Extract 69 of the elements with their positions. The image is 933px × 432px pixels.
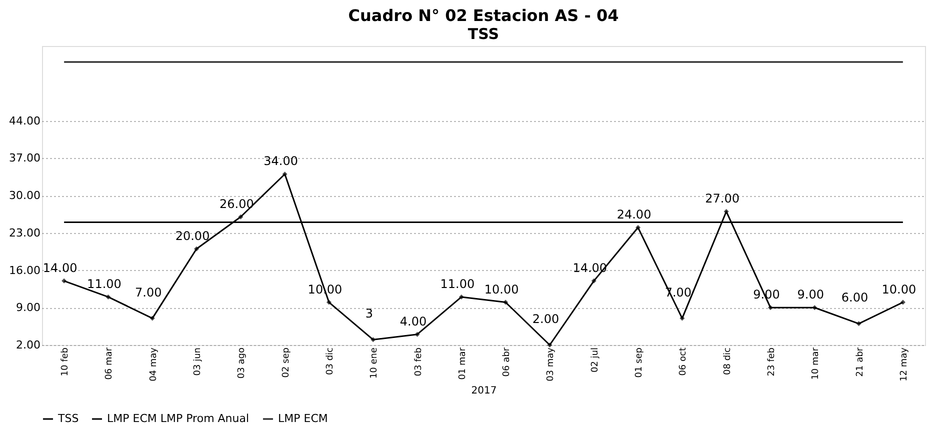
- point: [458, 294, 464, 300]
- chart-title: Cuadro N° 02 Estacion AS - 04: [348, 6, 619, 25]
- point: [856, 321, 862, 326]
- x-tick-label: 10 ene: [370, 347, 380, 379]
- y-tick-label: 2.00: [16, 338, 40, 352]
- data-label: 10.00: [882, 282, 916, 296]
- y-tick-label: 23.00: [9, 226, 40, 240]
- data-label: 34.00: [264, 154, 298, 168]
- x-tick-label: 21 abr: [855, 347, 866, 377]
- data-label: 26.00: [219, 196, 254, 211]
- chart-subtitle: TSS: [468, 25, 500, 43]
- point: [370, 337, 376, 342]
- data-label: 7.00: [135, 285, 162, 300]
- data-label: 6.00: [841, 290, 868, 305]
- x-tick-label: 02 jul: [590, 348, 600, 373]
- data-label: 24.00: [616, 208, 652, 222]
- x-tick-label: 02 sep: [281, 347, 292, 378]
- x-tick-label: 10 feb: [60, 347, 71, 376]
- x-tick-label: 06 oct: [678, 347, 689, 376]
- y-tick-label: 44.00: [9, 114, 40, 128]
- point: [62, 278, 67, 284]
- x-tick-label: 06 abr: [502, 347, 512, 377]
- point: [768, 305, 773, 310]
- data-label: 27.00: [705, 192, 740, 206]
- x-tick-label: 03 feb: [414, 347, 424, 376]
- x-tick-label: 04 may: [148, 346, 159, 382]
- point: [194, 246, 200, 252]
- x-tick-label: 03 ago: [237, 347, 248, 379]
- x-axis-title: 2017: [471, 385, 497, 396]
- x-tick-label: 10 mar: [811, 347, 822, 380]
- data-label: 9.00: [797, 288, 824, 302]
- point: [724, 209, 729, 214]
- x-tick-label: 06 mar: [104, 347, 115, 380]
- legend-label: TSS: [57, 412, 79, 425]
- point: [414, 332, 420, 337]
- x-tick-label: 03 may: [546, 346, 556, 382]
- data-label: 20.00: [175, 228, 210, 243]
- data-label: 14.00: [42, 260, 78, 275]
- point: [680, 316, 685, 321]
- data-label: 10.00: [484, 282, 519, 296]
- x-tick-label: 12 may: [899, 346, 910, 382]
- data-label: 11.00: [440, 276, 475, 291]
- point: [238, 214, 244, 220]
- x-tick-label: 08 dic: [722, 347, 733, 375]
- point: [503, 300, 508, 305]
- point: [150, 316, 155, 321]
- data-label: 3: [365, 306, 373, 321]
- x-tick-label: 23 feb: [766, 347, 777, 376]
- data-label: 11.00: [87, 276, 122, 291]
- point: [636, 225, 641, 230]
- data-label: 4.00: [400, 314, 427, 328]
- x-tick-label: 03 dic: [325, 347, 336, 375]
- x-tick-label: 01 mar: [458, 347, 468, 380]
- point: [812, 305, 818, 310]
- y-tick-label: 16.00: [9, 264, 40, 277]
- legend-label: LMP ECM LMP Prom Anual: [107, 412, 250, 425]
- point: [106, 294, 111, 300]
- point: [591, 278, 596, 284]
- data-label: 2.00: [532, 312, 560, 326]
- point: [282, 172, 288, 177]
- y-tick-label: 9.00: [16, 301, 40, 314]
- point: [326, 300, 332, 305]
- point: [547, 342, 552, 348]
- y-tick-label: 30.00: [9, 189, 40, 202]
- y-tick-label: 37.00: [9, 152, 40, 165]
- point: [900, 300, 906, 305]
- x-tick-label: 03 jun: [193, 348, 204, 376]
- legend-label: LMP ECM: [278, 412, 328, 425]
- x-tick-label: 01 sep: [634, 347, 645, 378]
